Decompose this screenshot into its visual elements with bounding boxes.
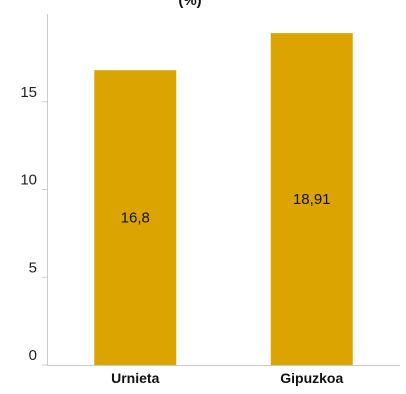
x-tick-label-urnieta: Urnieta: [111, 370, 159, 386]
y-tick-label: 0: [29, 347, 37, 364]
bar-urnieta[interactable]: [94, 70, 177, 365]
data-label-urnieta: 16,8: [121, 210, 150, 227]
y-tick-label: 5: [29, 259, 37, 276]
x-axis-labels: Urnieta Gipuzkoa: [111, 370, 343, 386]
y-axis-ticks: 0 5 10 15: [20, 84, 47, 366]
data-label-gipuzkoa: 18,91: [293, 191, 331, 208]
bars-group: 16,8 18,91: [94, 33, 353, 365]
y-tick-label: 15: [20, 84, 37, 101]
y-tick-label: 10: [20, 172, 37, 189]
chart-title: (%): [178, 0, 201, 9]
x-tick-label-gipuzkoa: Gipuzkoa: [280, 370, 343, 386]
bar-gipuzkoa[interactable]: [270, 33, 353, 365]
